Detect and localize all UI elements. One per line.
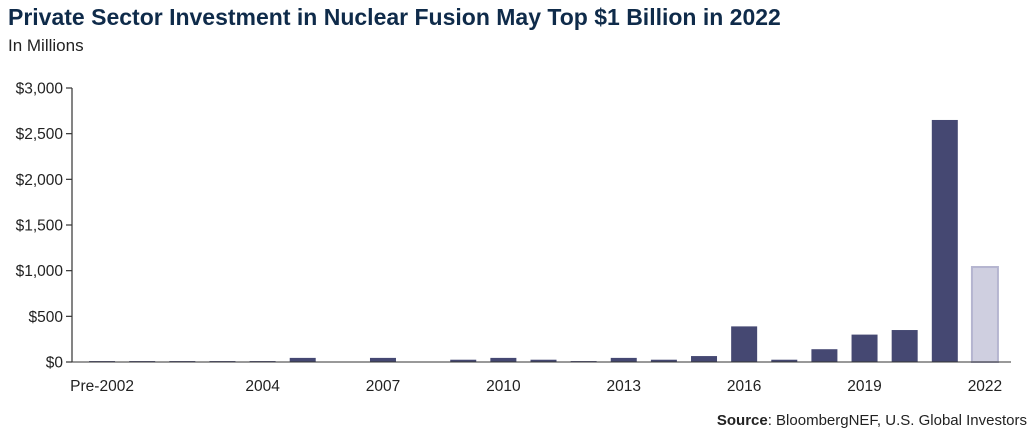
bar — [931, 119, 958, 362]
chart-title: Private Sector Investment in Nuclear Fus… — [8, 4, 781, 30]
source-label: Source — [716, 412, 768, 429]
y-tick-label: $0 — [46, 355, 64, 372]
x-tick-label: 2007 — [366, 378, 400, 395]
bar — [891, 330, 918, 362]
bar — [490, 357, 517, 362]
bar-projected — [970, 266, 999, 363]
bar — [530, 359, 557, 362]
y-tick-label: $2,500 — [16, 126, 64, 143]
x-tick-label: 2010 — [486, 378, 521, 395]
x-tick-label: 2013 — [607, 378, 641, 395]
y-tick-label: $500 — [29, 309, 64, 326]
bar — [450, 359, 477, 362]
y-tick-label: $1,000 — [16, 263, 64, 280]
y-tick-label: $1,500 — [16, 218, 64, 235]
chart-subtitle: In Millions — [8, 36, 84, 55]
y-tick-label: $2,000 — [16, 172, 64, 189]
bar — [610, 357, 637, 362]
bar — [771, 359, 798, 362]
bar — [650, 359, 677, 362]
x-tick-label: 2016 — [727, 378, 761, 395]
x-tick-label: Pre-2002 — [70, 378, 134, 395]
y-tick-label: $3,000 — [16, 81, 64, 98]
bar — [289, 357, 316, 362]
x-tick-label: 2022 — [968, 378, 1002, 395]
x-tick-label: 2004 — [245, 378, 280, 395]
bar — [811, 349, 838, 362]
source-note: Source: BloombergNEF, U.S. Global Invest… — [717, 412, 1027, 429]
bar — [369, 357, 396, 362]
bar — [691, 356, 718, 362]
source-text: : BloombergNEF, U.S. Global Investors — [767, 412, 1027, 429]
x-tick-label: 2019 — [847, 378, 881, 395]
bar — [731, 326, 758, 362]
bar — [851, 334, 878, 362]
